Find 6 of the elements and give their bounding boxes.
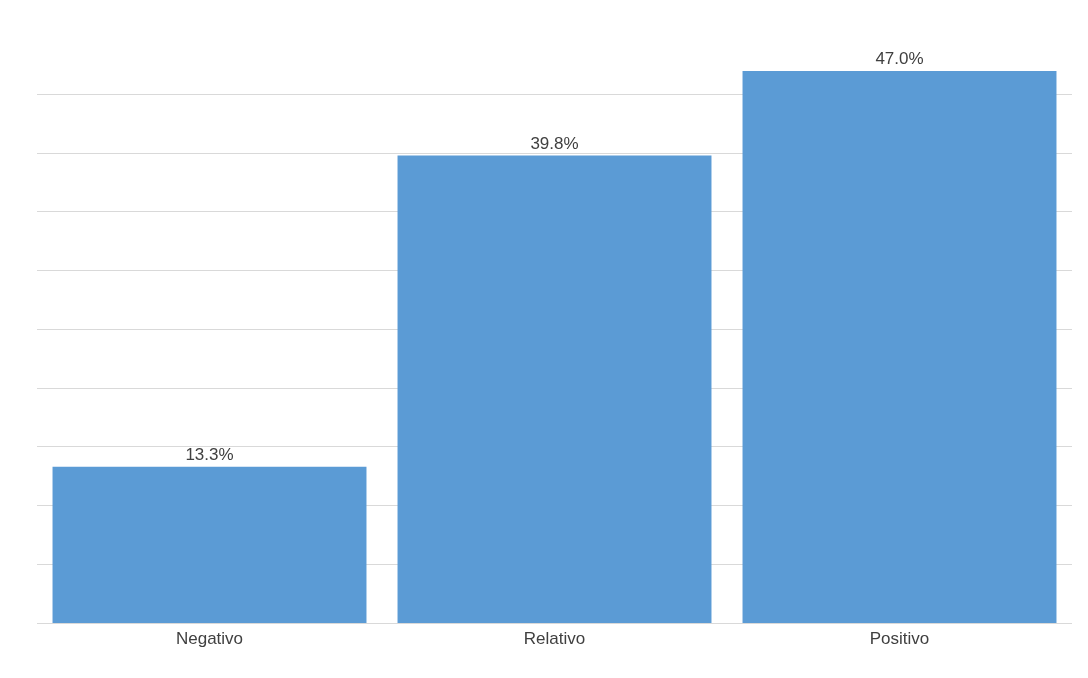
data-label: 39.8% (530, 133, 579, 153)
x-tick-label: Positivo (869, 629, 930, 649)
data-label: 47.0% (875, 49, 924, 69)
x-tick-label: Negativo (175, 629, 244, 649)
data-label: 13.3% (185, 444, 234, 464)
x-tick-label: Relativo (523, 629, 586, 649)
